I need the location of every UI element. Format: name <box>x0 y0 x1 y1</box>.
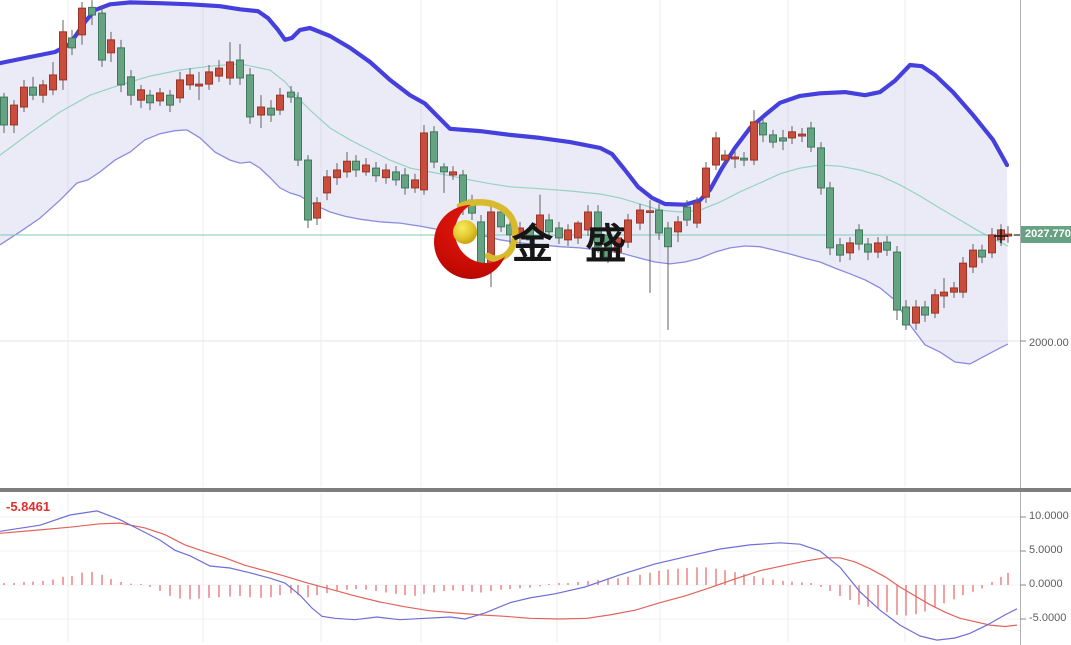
gridlines <box>0 0 1020 642</box>
macd-dea-line <box>0 522 1018 628</box>
macd-axis-label-neg5: -5.0000 <box>1029 612 1067 624</box>
macd-axis-label-10: 10.0000 <box>1029 510 1069 522</box>
macd-histogram <box>3 567 1009 616</box>
bollinger-upper-line <box>0 0 1010 207</box>
macd-dif-line <box>0 510 1018 641</box>
current-price-badge: 2027.770 <box>1021 226 1071 243</box>
last-price-marker <box>994 229 1008 244</box>
panel-separator[interactable] <box>0 488 1071 492</box>
right-axis[interactable] <box>1014 0 1026 645</box>
price-axis-label-2000: 2000.00 <box>1029 337 1069 349</box>
macd-axis-label-0: 0.0000 <box>1029 578 1063 590</box>
bollinger-band <box>0 2 1009 365</box>
macd-axis-label-5: 5.0000 <box>1029 544 1063 556</box>
macd-current-value: -5.8461 <box>6 499 51 514</box>
